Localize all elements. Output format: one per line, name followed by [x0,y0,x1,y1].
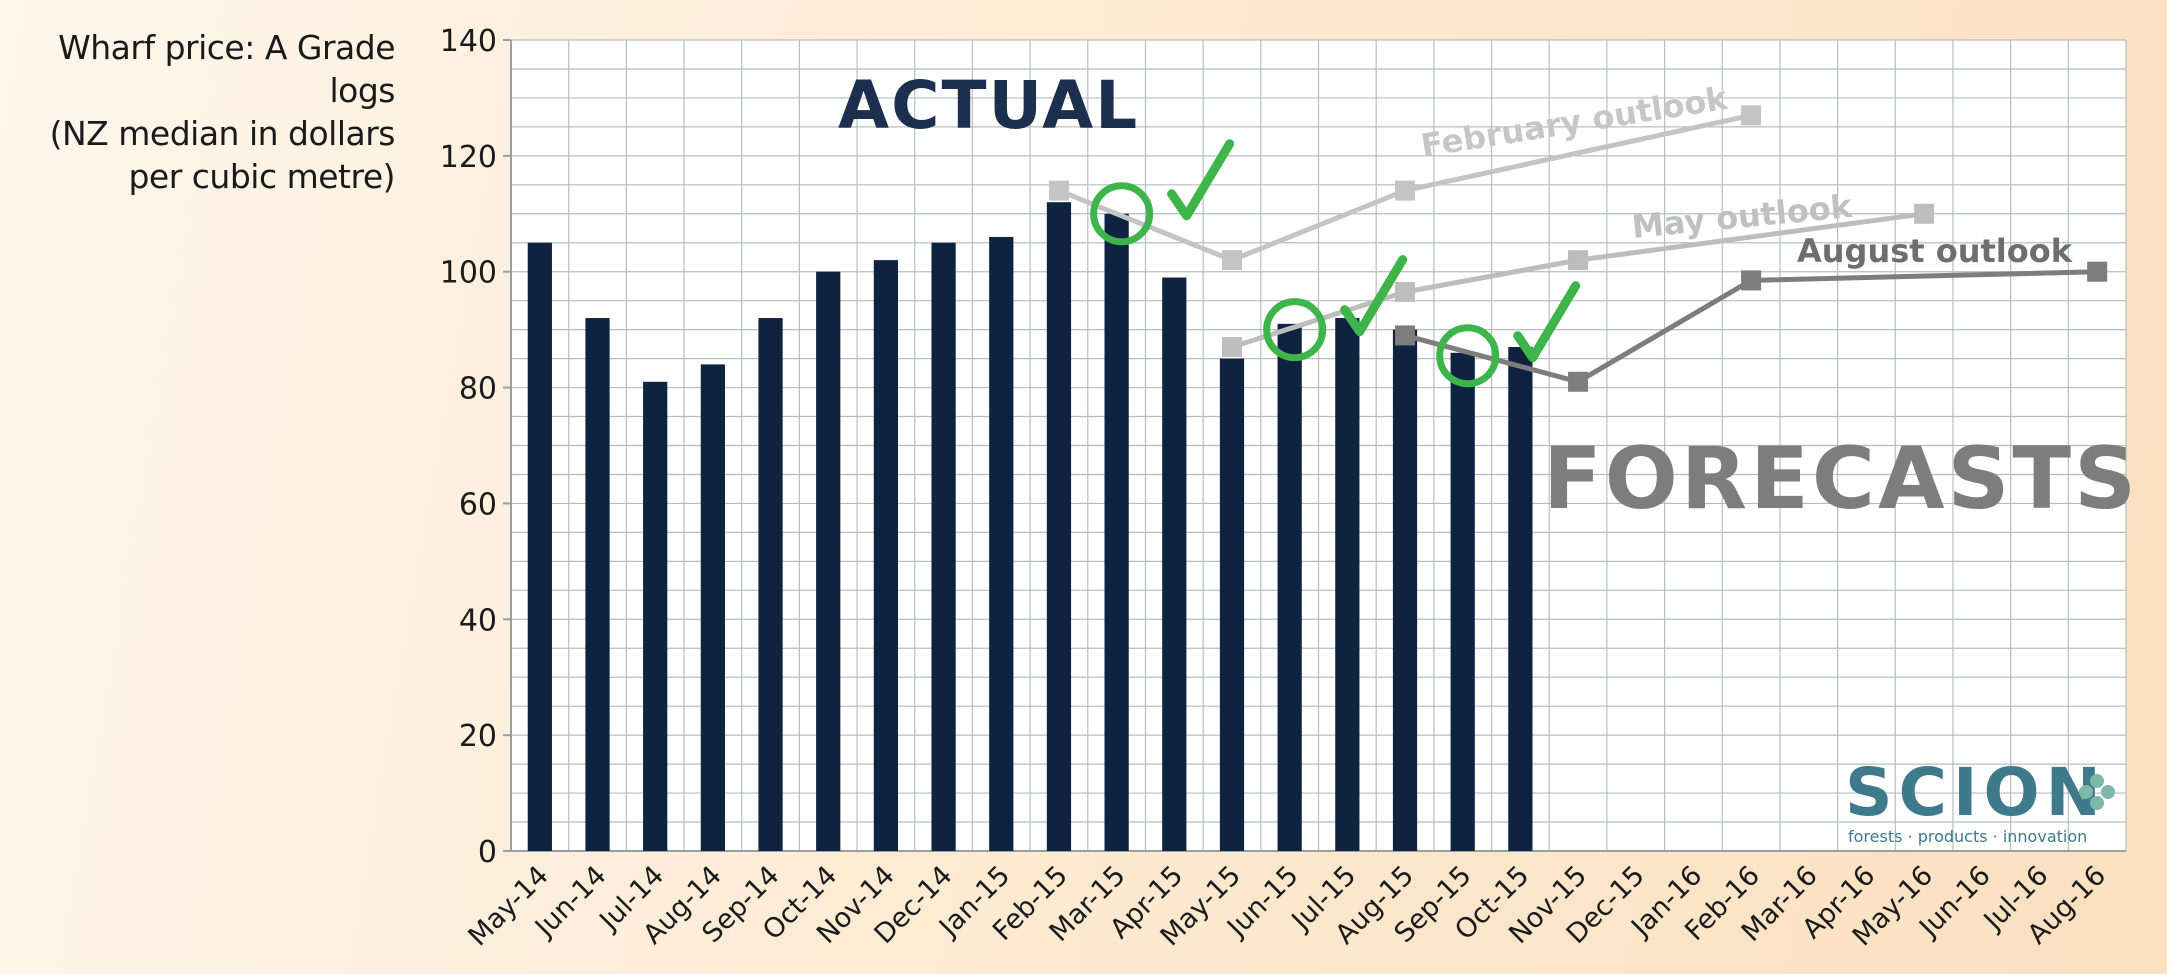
logo-name: SCION [1845,754,2107,831]
series-august-outlook [1395,261,2108,392]
y-tick-label: 80 [459,372,497,407]
series-marker [1914,203,1935,224]
y-axis-title-line-2: (NZ median in dollars [49,114,396,153]
logo-leaf [2079,785,2093,799]
y-axis-title-line-3: per cubic metre) [128,157,395,196]
bar [1046,202,1072,851]
series-marker [1395,325,1416,346]
series-marker [1741,270,1762,291]
y-tick-label: 20 [459,719,497,754]
bar [1162,277,1187,851]
series-marker [1048,180,1069,201]
grid-lines [511,39,2127,851]
bar [1450,352,1475,851]
logo-leaf [2090,774,2104,788]
y-tick-label: 120 [440,140,497,175]
y-axis-title-line-1: Wharf price: A Grade logs [58,28,395,110]
series-marker [1568,371,1589,392]
bar [700,364,725,851]
actual-bars [527,202,1533,852]
bar [1219,358,1245,851]
bar [758,318,783,851]
y-tick-label: 140 [440,24,497,59]
series-label-august: August outlook [1797,232,2073,270]
bar [643,381,668,851]
y-tick-label: 40 [459,603,497,638]
bar [1335,318,1360,851]
bar [931,242,956,851]
check-mark [1167,139,1235,221]
series-marker [1568,250,1589,271]
bar [585,318,610,851]
check-mark [1513,281,1581,363]
bar [873,260,899,852]
y-tick-label: 100 [440,256,497,291]
forecasts-annotation: FORECASTS [1543,429,2139,529]
bar [816,271,841,851]
actual-annotation: ACTUAL [838,67,1139,144]
bar [1277,323,1302,852]
series-marker [1221,250,1242,271]
check-mark [1340,255,1408,337]
series-marker [1395,180,1416,201]
check-annotations [1090,139,1581,388]
bar [1508,347,1533,851]
logo-tagline: forests · products · innovation [1848,827,2087,846]
logo-leaf [2101,785,2115,799]
series-marker [1741,105,1762,126]
x-tick-labels: May-14Jun-14Jul-14Aug-14Sep-14Oct-14Nov-… [463,860,2113,952]
series-marker [2087,261,2108,282]
check-circle [1090,182,1154,246]
bar [1392,329,1418,852]
check-circle [1263,298,1327,362]
bar [527,242,552,851]
series-marker [1221,337,1242,358]
series-marker [1395,281,1416,302]
y-tick-label: 0 [478,835,497,870]
y-tick-labels: 0 20 40 60 80 100 120 140 [440,24,511,870]
y-axis-title: Wharf price: A Grade logs (NZ median in … [0,26,396,198]
bar [989,236,1014,851]
series-line [1404,269,2098,385]
check-circle [1436,324,1500,388]
logo-leaf [2090,796,2104,810]
x-tick-label: May-14 [463,860,555,952]
y-tick-label: 60 [459,487,497,522]
bar [1104,213,1129,852]
